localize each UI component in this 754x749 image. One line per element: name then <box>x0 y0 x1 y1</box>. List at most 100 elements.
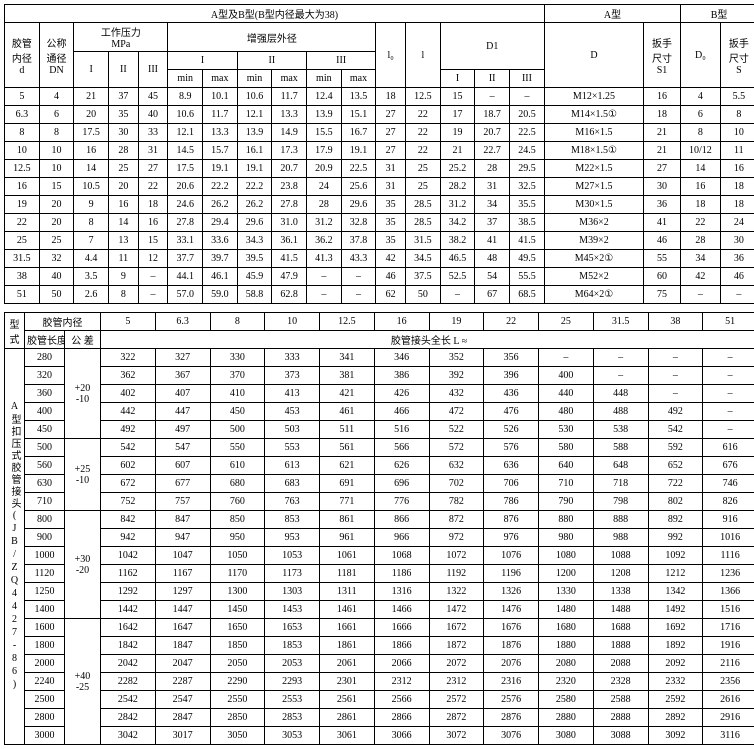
cell: M27×1.5 <box>544 178 643 196</box>
len-cell: 450 <box>25 421 65 439</box>
val-cell: 752 <box>101 493 156 511</box>
len-cell: 2240 <box>25 673 65 691</box>
val-cell: 786 <box>484 493 539 511</box>
val-cell: 432 <box>429 385 484 403</box>
val-cell: 341 <box>320 349 375 367</box>
cell: 46 <box>643 232 680 250</box>
cell: 22 <box>5 214 40 232</box>
len-cell: 1000 <box>25 547 65 565</box>
val-cell: 1472 <box>429 601 484 619</box>
cell: 17.5 <box>168 160 203 178</box>
col-s: 扳手尺寸S <box>720 23 754 88</box>
col-D: D <box>544 23 643 88</box>
val-cell: 2356 <box>703 673 754 691</box>
cell: 20 <box>108 178 138 196</box>
cell: 18 <box>681 196 721 214</box>
val-cell: 3066 <box>374 727 429 745</box>
val-cell: 850 <box>210 511 265 529</box>
cell: 27 <box>376 106 406 124</box>
c7: 22 <box>484 313 539 331</box>
val-cell: – <box>539 349 594 367</box>
cell: M52×2 <box>544 268 643 286</box>
cell: 16 <box>720 160 754 178</box>
cell: 37 <box>475 214 510 232</box>
val-cell: 2061 <box>320 655 375 673</box>
cell: 18 <box>720 196 754 214</box>
val-cell: 356 <box>484 349 539 367</box>
cell: 10.6 <box>237 88 272 106</box>
val-cell: 476 <box>484 403 539 421</box>
val-cell: 616 <box>703 439 754 457</box>
cell: 8.9 <box>168 88 203 106</box>
cell: 15.1 <box>341 106 376 124</box>
cell: 8 <box>39 124 74 142</box>
cell: 23.8 <box>272 178 307 196</box>
len-cell: 3000 <box>25 727 65 745</box>
cell: 16 <box>643 88 680 106</box>
cell: 16 <box>74 142 109 160</box>
val-cell: 367 <box>155 367 210 385</box>
cell: 16 <box>681 178 721 196</box>
cell: 46 <box>720 268 754 286</box>
val-cell: 2850 <box>210 709 265 727</box>
cell: – <box>307 286 342 304</box>
cell: 41 <box>475 232 510 250</box>
val-cell: 2588 <box>593 691 648 709</box>
val-cell: 2592 <box>648 691 703 709</box>
cell: 13.9 <box>237 124 272 142</box>
val-cell: 1303 <box>265 583 320 601</box>
cell: 30 <box>720 232 754 250</box>
cell: 45.9 <box>237 268 272 286</box>
val-cell: 1053 <box>265 547 320 565</box>
val-cell: 322 <box>101 349 156 367</box>
cell: M16×1.5 <box>544 124 643 142</box>
title-a: A型 <box>544 5 680 23</box>
cell: 20.9 <box>307 160 342 178</box>
val-cell: – <box>648 349 703 367</box>
val-cell: 1892 <box>648 637 703 655</box>
val-cell: 2888 <box>593 709 648 727</box>
cell: 37.8 <box>341 232 376 250</box>
cell: 12.1 <box>237 106 272 124</box>
val-cell: 1338 <box>593 583 648 601</box>
cell: 24 <box>307 178 342 196</box>
len-cell: 500 <box>25 439 65 457</box>
cell: 41.5 <box>509 232 544 250</box>
val-cell: 2293 <box>265 673 320 691</box>
val-cell: 2553 <box>265 691 320 709</box>
val-cell: 2312 <box>374 673 429 691</box>
val-cell: 916 <box>703 511 754 529</box>
val-cell: 2872 <box>429 709 484 727</box>
val-cell: 2066 <box>374 655 429 673</box>
val-cell: 497 <box>155 421 210 439</box>
cell: 20 <box>39 196 74 214</box>
cell: 20.7 <box>475 124 510 142</box>
cell: 27.8 <box>272 196 307 214</box>
cell: 5 <box>5 88 40 106</box>
val-cell: 1326 <box>484 583 539 601</box>
val-cell: 503 <box>265 421 320 439</box>
cell: 8 <box>5 124 40 142</box>
cell: – <box>509 88 544 106</box>
cell: 55.5 <box>509 268 544 286</box>
cell: 38.5 <box>509 214 544 232</box>
val-cell: 2847 <box>155 709 210 727</box>
val-cell: 1716 <box>703 619 754 637</box>
cell: M30×1.5 <box>544 196 643 214</box>
val-cell: 757 <box>155 493 210 511</box>
val-cell: 1442 <box>101 601 156 619</box>
cell: 60 <box>643 268 680 286</box>
h-II-2: II <box>237 52 306 70</box>
val-cell: 2088 <box>593 655 648 673</box>
len-cell: 900 <box>25 529 65 547</box>
val-cell: 1661 <box>320 619 375 637</box>
len-cell: 400 <box>25 403 65 421</box>
cell: 2.6 <box>74 286 109 304</box>
cell: 17.9 <box>307 142 342 160</box>
cell: 22 <box>138 178 168 196</box>
val-cell: 1916 <box>703 637 754 655</box>
val-cell: – <box>703 385 754 403</box>
cell: 21 <box>643 124 680 142</box>
cell: 17 <box>440 106 475 124</box>
cell: 18 <box>643 106 680 124</box>
